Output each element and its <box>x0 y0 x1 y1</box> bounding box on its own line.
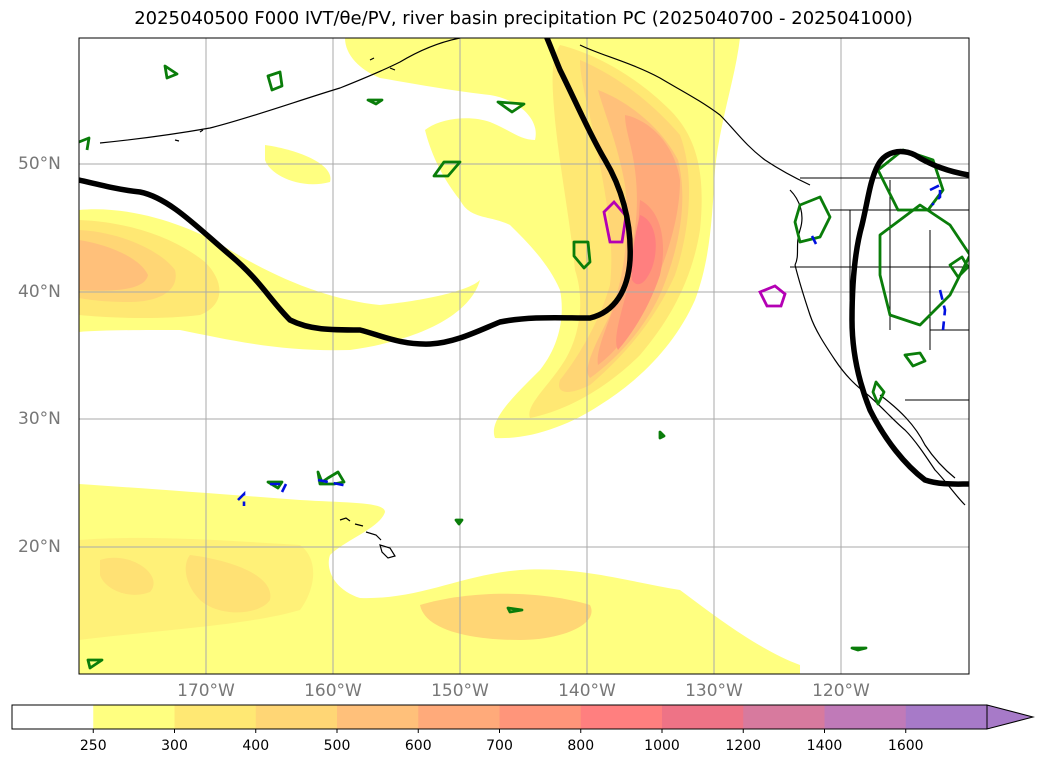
ivt-north-west-lobe <box>265 145 331 185</box>
ivt-band-south <box>79 484 800 674</box>
colorbar-segment <box>580 705 663 729</box>
lon-label-140w: 140°W <box>558 681 616 701</box>
ivt-fill-layer <box>79 38 800 674</box>
colorbar-tick-label: 500 <box>323 738 351 754</box>
colorbar-segment <box>662 705 744 729</box>
lat-label-20: 20°N <box>18 537 61 557</box>
alaska-panhandle <box>579 44 811 186</box>
lat-label-50: 50°N <box>18 154 61 174</box>
colorbar-tick-label: 1400 <box>806 738 843 754</box>
us-west-coast <box>794 264 966 506</box>
colorbar-segment <box>337 705 419 729</box>
colorbar-tick-label: 1000 <box>644 738 680 754</box>
colorbar-segment <box>905 705 988 729</box>
ivt-band-south-400c <box>420 593 592 640</box>
colorbar-tick-label: 700 <box>486 738 513 754</box>
ivt-band-south-300 <box>79 537 314 640</box>
lon-label-120w: 120°W <box>812 681 870 701</box>
precip-contours <box>602 199 787 308</box>
bc-coast <box>789 189 803 266</box>
baja-coast <box>879 394 956 479</box>
colorbar-tick-label: 800 <box>567 738 595 754</box>
theta-e-contours <box>79 38 969 487</box>
pv-negative-contours <box>237 182 947 506</box>
lon-label-170w: 170°W <box>177 681 235 701</box>
ivt-north-800 <box>631 215 656 285</box>
pv-positive-contours <box>79 64 969 670</box>
hawaii <box>339 517 396 559</box>
colorbar-tick-label: 1200 <box>725 738 762 754</box>
gridlines <box>79 38 969 674</box>
colorbar-segment <box>174 705 257 729</box>
colorbar <box>11 704 1035 733</box>
colorbar-segment <box>743 705 825 729</box>
colorbar-segment <box>824 705 907 729</box>
colorbar-tick-label: 1600 <box>887 738 924 754</box>
coastlines <box>99 38 966 559</box>
colorbar-segment <box>418 705 500 729</box>
lat-label-30: 30°N <box>18 409 61 429</box>
colorbar-segment <box>93 705 175 729</box>
lat-label-40: 40°N <box>18 282 61 302</box>
map-title: 2025040500 F000 IVT/θe/PV, river basin p… <box>134 8 913 29</box>
colorbar-segment <box>255 705 338 729</box>
colorbar-tick-label: 250 <box>79 738 107 754</box>
colorbar-tick-label: 400 <box>242 738 270 754</box>
lon-label-130w: 130°W <box>685 681 743 701</box>
colorbar-tick-label: 300 <box>161 738 188 754</box>
colorbar-tick-label: 600 <box>404 738 432 754</box>
theta-e-main <box>79 38 633 347</box>
lon-label-150w: 150°W <box>431 681 489 701</box>
colorbar-segment <box>499 705 582 729</box>
plot-frame <box>78 37 970 675</box>
islands-north <box>174 57 396 142</box>
ivt-west-500 <box>79 240 148 291</box>
lon-label-160w: 160°W <box>304 681 362 701</box>
colorbar-segment <box>12 705 94 729</box>
colorbar-extend-arrow <box>986 704 1035 730</box>
theta-e-east <box>849 148 969 487</box>
alaska-coast <box>99 38 461 144</box>
